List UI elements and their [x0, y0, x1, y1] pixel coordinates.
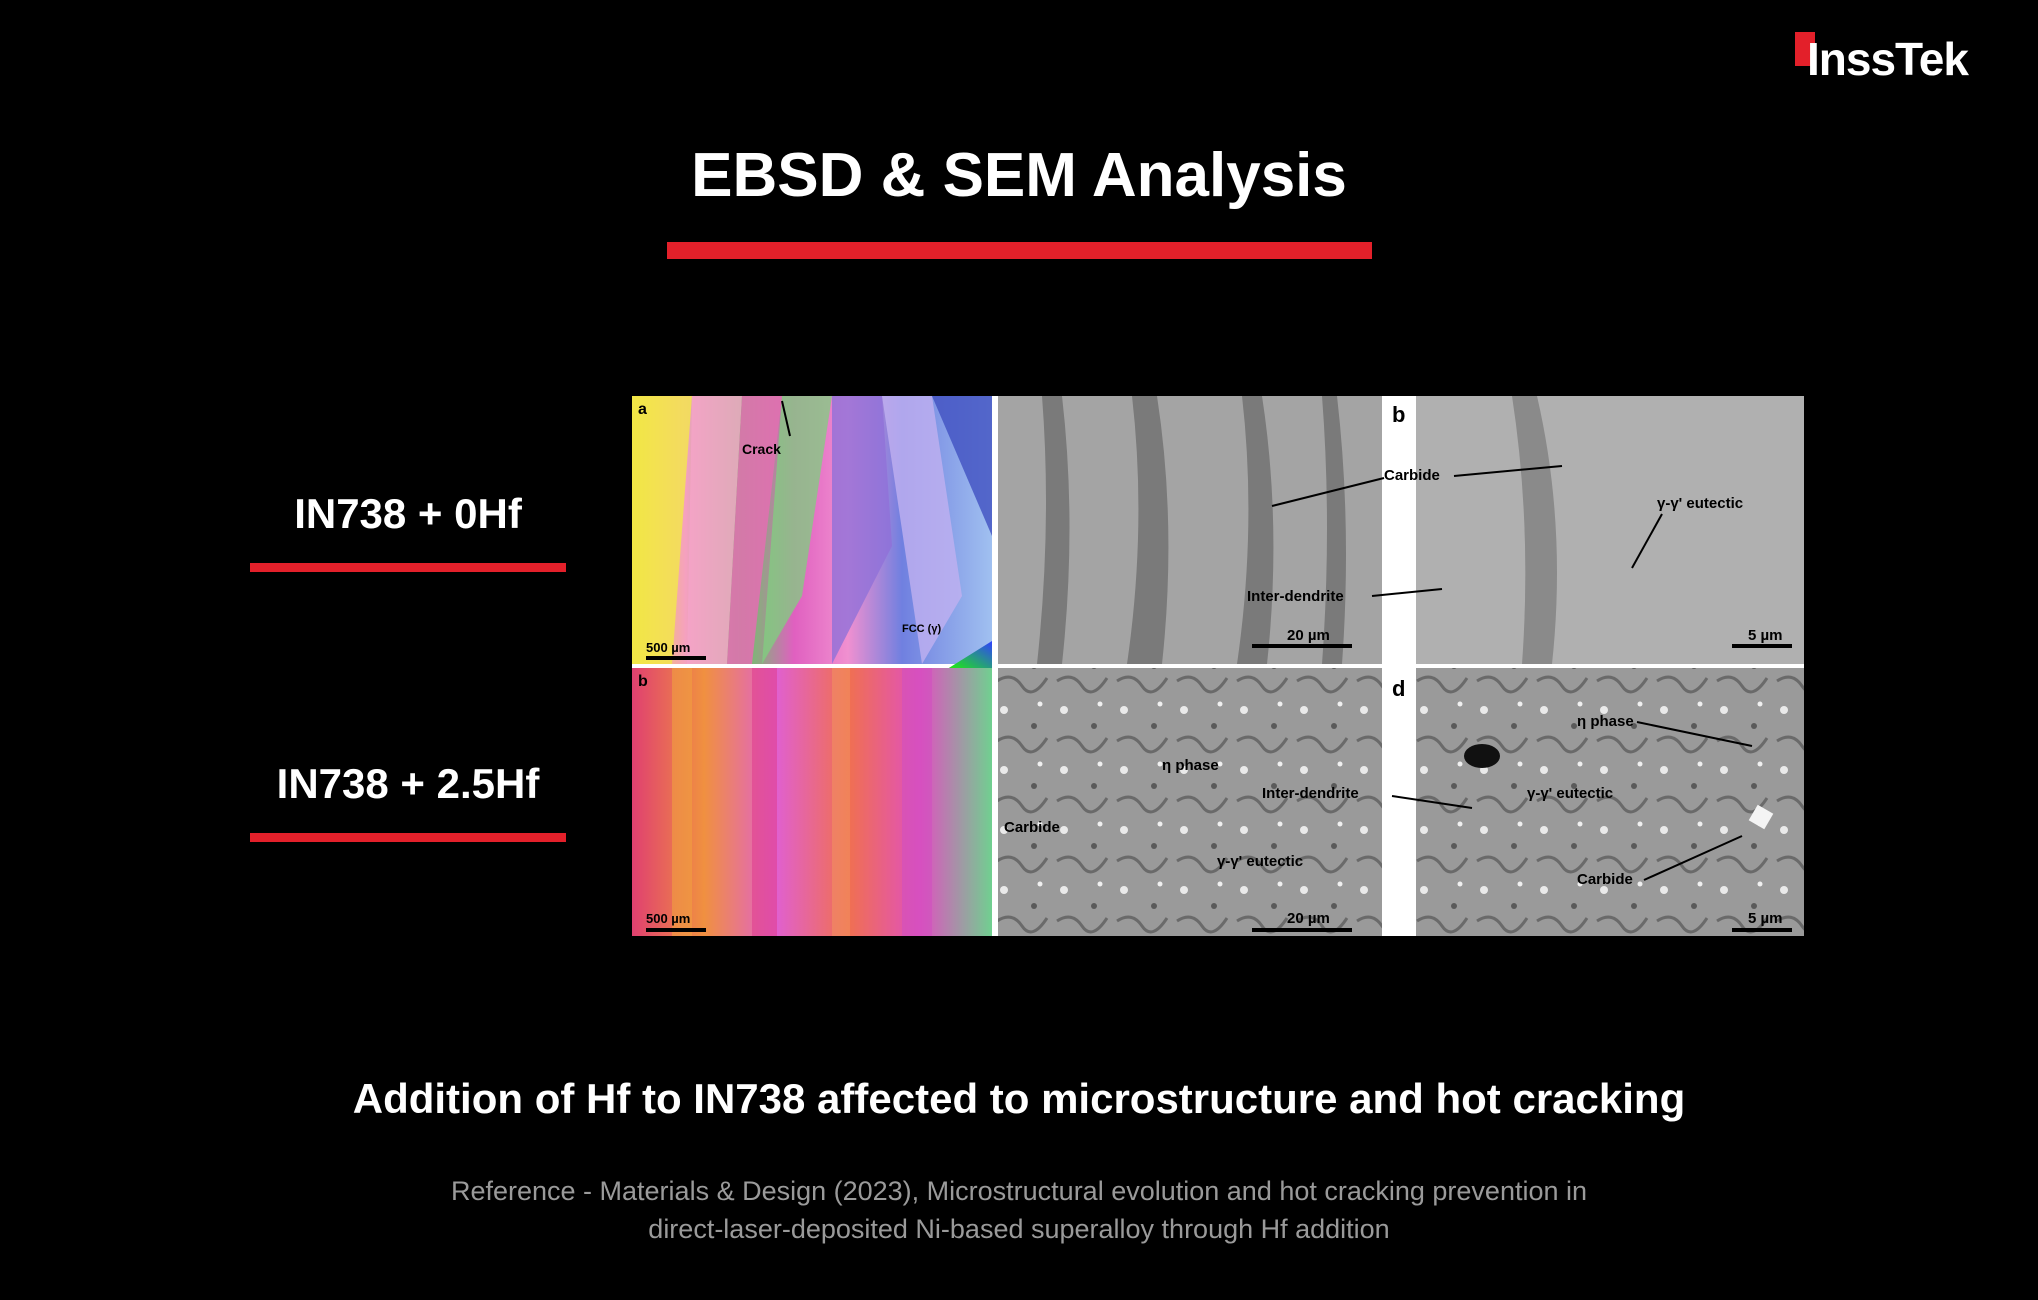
arrow-carbide-right-bottom	[1643, 835, 1743, 881]
slide-title: EBSD & SEM Analysis	[691, 141, 1347, 210]
row-label-0hf: IN738 + 0Hf	[294, 490, 522, 537]
ipf-legend-label: FCC (γ)	[902, 623, 941, 635]
scale-label-sem-bottom-left: 20 µm	[1287, 910, 1330, 927]
scale-label-sem-bottom-right: 5 µm	[1748, 910, 1783, 927]
arrow-eutectic-top	[1631, 513, 1663, 569]
panel-b-ebsd-letter: b	[638, 673, 648, 690]
micrograph-figure: a Crack FCC (γ) 500 µm b 500 µm b Carbid…	[632, 396, 1804, 936]
label-eutectic-right: γ-γ' eutectic	[1527, 785, 1613, 802]
title-underline	[667, 242, 1372, 259]
scale-label-sem-top-right: 5 µm	[1748, 627, 1783, 644]
label-eta-left: η phase	[1162, 757, 1219, 774]
crack-label: Crack	[742, 441, 781, 457]
sem-bottom-letter: d	[1392, 676, 1405, 701]
logo-mark-icon	[1795, 32, 1815, 66]
ebsd-panel-a	[632, 396, 992, 691]
scale-label-a: 500 µm	[646, 640, 690, 655]
sem-panel-top	[998, 396, 1804, 664]
sem-panel-bottom	[998, 668, 1804, 936]
label-carbide-right: Carbide	[1577, 871, 1633, 888]
row-underline-2-5hf	[250, 833, 566, 842]
reference-line-1: Reference - Materials & Design (2023), M…	[450, 1176, 1588, 1206]
scale-label-sem-top-left: 20 µm	[1287, 627, 1330, 644]
arrow-carbide-right	[1453, 465, 1563, 477]
arrow-interdendrite-bottom	[1391, 795, 1473, 809]
logo-text: InssTek	[1807, 33, 1969, 85]
label-eta-right: η phase	[1577, 713, 1634, 730]
ebsd-panel-b	[632, 668, 992, 936]
row-underline-0hf	[250, 563, 566, 572]
reference-text: Reference - Materials & Design (2023), M…	[0, 1172, 2038, 1248]
arrow-carbide-left	[1271, 477, 1385, 507]
label-interdendrite-top: Inter-dendrite	[1247, 588, 1344, 605]
arrow-interdendrite-top	[1371, 588, 1443, 597]
label-interdendrite-bottom: Inter-dendrite	[1262, 785, 1359, 802]
slide-caption: Addition of Hf to IN738 affected to micr…	[352, 1075, 1686, 1122]
row-label-2-5hf: IN738 + 2.5Hf	[276, 760, 540, 807]
label-eutectic-bottom: γ-γ' eutectic	[1217, 853, 1303, 870]
scale-label-b: 500 µm	[646, 911, 690, 926]
panel-a-letter: a	[638, 401, 647, 418]
label-eutectic-top: γ-γ' eutectic	[1657, 495, 1743, 512]
label-carbide-top: Carbide	[1384, 467, 1440, 484]
arrow-eta-right	[1636, 721, 1753, 747]
reference-line-2: direct-laser-deposited Ni-based superall…	[648, 1214, 1390, 1244]
brand-logo: InssTek	[1795, 30, 2005, 90]
sem-top-letter: b	[1392, 402, 1405, 427]
label-carbide-bottom: Carbide	[1004, 819, 1060, 836]
